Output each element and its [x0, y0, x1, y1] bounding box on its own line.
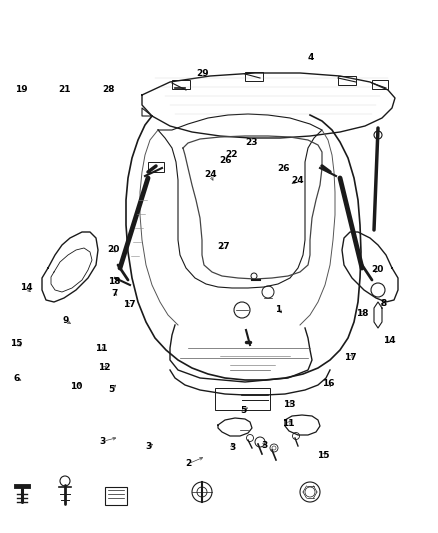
Text: 6: 6: [14, 374, 20, 383]
Text: 28: 28: [102, 85, 115, 94]
Text: 26: 26: [219, 157, 232, 165]
Text: 7: 7: [112, 289, 118, 297]
Text: 14: 14: [384, 336, 396, 344]
Text: 8: 8: [380, 300, 386, 308]
Text: 15: 15: [11, 340, 23, 348]
Text: 20: 20: [371, 265, 384, 274]
Text: 5: 5: [240, 406, 246, 415]
Text: 15: 15: [317, 451, 329, 459]
Text: 3: 3: [229, 443, 235, 452]
Text: 17: 17: [123, 301, 135, 309]
Text: 17: 17: [344, 353, 357, 361]
Text: 2: 2: [185, 459, 191, 468]
Text: 20: 20: [107, 245, 119, 254]
Text: 11: 11: [282, 419, 294, 428]
Text: 9: 9: [63, 317, 69, 325]
Text: 10: 10: [71, 382, 83, 391]
Text: 3: 3: [262, 441, 268, 450]
Text: 23: 23: [246, 139, 258, 147]
Text: 21: 21: [59, 85, 71, 94]
Text: 18: 18: [109, 277, 121, 286]
Text: 14: 14: [20, 284, 32, 292]
Text: 3: 3: [100, 437, 106, 446]
Text: 1: 1: [276, 305, 282, 313]
Text: 12: 12: [98, 364, 110, 372]
Text: 4: 4: [308, 53, 314, 62]
Text: 19: 19: [15, 85, 27, 94]
Text: 29: 29: [196, 69, 208, 78]
Text: 3: 3: [146, 442, 152, 451]
Text: 27: 27: [217, 242, 230, 251]
Text: 13: 13: [283, 400, 295, 408]
Text: 11: 11: [95, 344, 108, 353]
Text: 5: 5: [109, 385, 115, 393]
Text: 26: 26: [278, 164, 290, 173]
Text: 24: 24: [292, 176, 304, 184]
Text: 18: 18: [357, 309, 369, 318]
Text: 24: 24: [204, 171, 216, 179]
Text: 16: 16: [322, 379, 335, 388]
Text: 22: 22: [225, 150, 237, 159]
